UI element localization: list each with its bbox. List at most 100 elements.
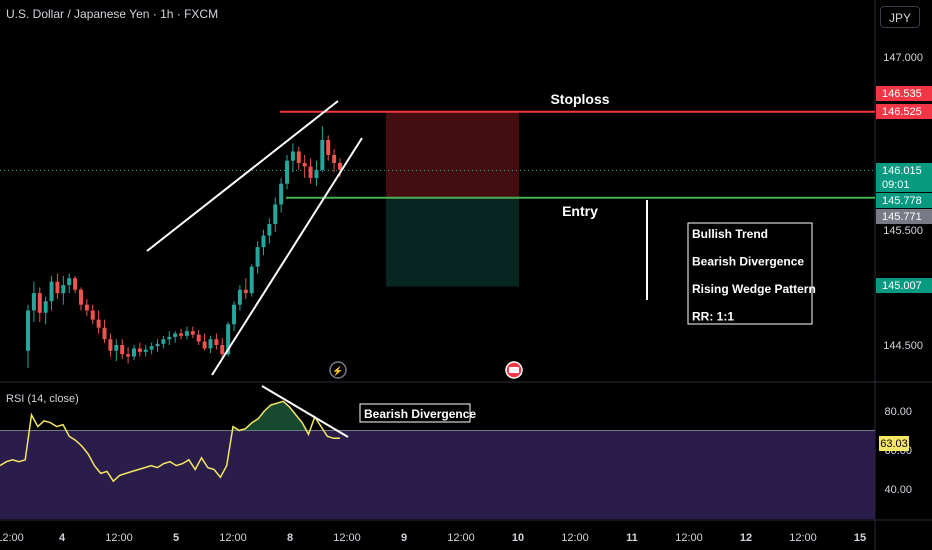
stoploss-label: Stoploss <box>550 91 609 107</box>
price-label-stop: 146.525 <box>882 106 922 118</box>
candle-body <box>137 348 142 352</box>
rsi-tick-label: 80.00 <box>884 406 912 418</box>
rsi-annotation-label: Bearish Divergence <box>364 407 476 421</box>
candle-body <box>84 304 89 311</box>
price-label-bg <box>876 163 932 178</box>
rsi-band <box>0 430 875 519</box>
info-box-line: Bullish Trend <box>692 227 768 241</box>
price-label-bg <box>876 209 932 224</box>
candle-body <box>308 166 313 178</box>
candle-body <box>261 235 266 248</box>
candle-body <box>37 293 42 313</box>
price-label-target: 145.007 <box>882 280 922 292</box>
target-zone <box>386 197 519 287</box>
time-tick-label: 12:00 <box>561 532 589 544</box>
candle-body <box>267 224 272 236</box>
candle-body <box>161 339 166 344</box>
candle-body <box>232 304 237 325</box>
time-tick-label: 4 <box>59 532 66 544</box>
price-label-bg <box>876 86 932 101</box>
candle-body <box>302 162 307 167</box>
candle-body <box>143 349 148 352</box>
candle-body <box>26 310 30 351</box>
candle-body <box>73 278 78 290</box>
price-tick-label: 145.500 <box>883 225 923 237</box>
lightning-glyph: ⚡ <box>332 365 343 377</box>
candle-body <box>190 331 195 335</box>
info-box-line: Bearish Divergence <box>692 255 804 269</box>
candle-body <box>285 160 290 184</box>
candle-body <box>326 139 331 155</box>
candle-body <box>208 339 213 349</box>
candle-body <box>184 331 189 336</box>
price-tick-label: 144.500 <box>883 340 923 352</box>
candle-body <box>279 183 284 205</box>
candle-body <box>49 281 54 302</box>
rsi-label: RSI (14, close) <box>6 393 79 405</box>
time-tick-label: 15 <box>854 532 866 544</box>
price-label-gray: 145.771 <box>882 211 922 223</box>
time-tick-label: 12:00 <box>447 532 475 544</box>
rsi-value-bg <box>879 436 909 451</box>
candle-body <box>55 281 60 294</box>
time-tick-label: 12:00 <box>105 532 133 544</box>
candle-body <box>43 301 48 313</box>
candle-body <box>249 266 254 294</box>
time-tick-label: 9 <box>401 532 407 544</box>
wedge-lower-line <box>211 137 363 376</box>
time-tick-label: 11 <box>626 532 638 544</box>
entry-label: Entry <box>562 203 598 219</box>
price-label-stop: 146.535 <box>882 88 922 100</box>
rsi-tick-label: 40.00 <box>884 484 912 496</box>
price-label-countdown: 09:01 <box>882 179 910 191</box>
candle-body <box>90 310 95 320</box>
time-tick-label: 12:00 <box>0 532 24 544</box>
price-label-entry: 145.778 <box>882 195 922 207</box>
price-label-bg <box>876 278 932 293</box>
candle-body <box>155 343 160 347</box>
candle-body <box>114 345 119 351</box>
candle-body <box>220 345 225 355</box>
candle-body <box>61 285 66 294</box>
time-tick-label: 5 <box>173 532 179 544</box>
time-tick-label: 12:00 <box>789 532 817 544</box>
rsi-divergence-line <box>261 385 349 438</box>
price-label-bg <box>876 193 932 208</box>
candle-body <box>149 346 154 350</box>
stoploss-zone <box>386 111 519 198</box>
flag-icon-stripe <box>509 367 519 373</box>
candle-body <box>243 289 248 294</box>
candle-body <box>131 348 136 357</box>
price-tick-label: 147.000 <box>883 52 923 64</box>
candle-body <box>31 293 36 311</box>
info-box-line: RR: 1:1 <box>692 310 734 324</box>
candle-body <box>67 278 72 286</box>
candle-body <box>173 333 178 337</box>
symbol-title: U.S. Dollar / Japanese Yen · 1h · FXCM <box>6 7 219 21</box>
candle-body <box>179 333 184 336</box>
currency-button[interactable]: JPY <box>880 6 920 28</box>
rsi-value-label: 63.03 <box>880 438 908 450</box>
candle-body <box>214 339 219 345</box>
candle-body <box>296 151 301 163</box>
candle-body <box>332 154 337 163</box>
time-tick-label: 12 <box>740 532 752 544</box>
candle-body <box>338 162 342 170</box>
time-tick-label: 10 <box>512 532 524 544</box>
info-box <box>687 222 813 325</box>
time-tick-label: 12:00 <box>333 532 361 544</box>
candle-body <box>102 327 107 340</box>
candle-body <box>196 334 201 342</box>
candle-body <box>290 151 295 161</box>
price-label-bg <box>876 177 932 192</box>
candle-body <box>167 336 172 340</box>
candle-body <box>237 289 242 305</box>
candle-body <box>320 139 325 170</box>
candle-body <box>96 319 101 328</box>
candle-body <box>255 247 260 267</box>
info-box-line: Rising Wedge Pattern <box>692 282 816 296</box>
candle-body <box>202 341 207 349</box>
candle-body <box>78 289 83 305</box>
candle-body <box>226 324 231 355</box>
